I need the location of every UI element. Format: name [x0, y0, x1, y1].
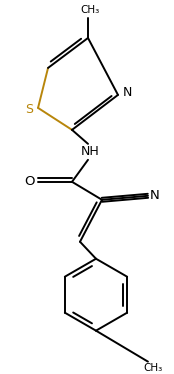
Text: CH₃: CH₃ [80, 5, 100, 15]
Text: NH: NH [81, 145, 99, 158]
Text: S: S [25, 103, 33, 116]
Text: N: N [150, 189, 160, 202]
Text: O: O [24, 175, 34, 188]
Text: CH₃: CH₃ [143, 363, 163, 373]
Text: N: N [122, 86, 132, 99]
